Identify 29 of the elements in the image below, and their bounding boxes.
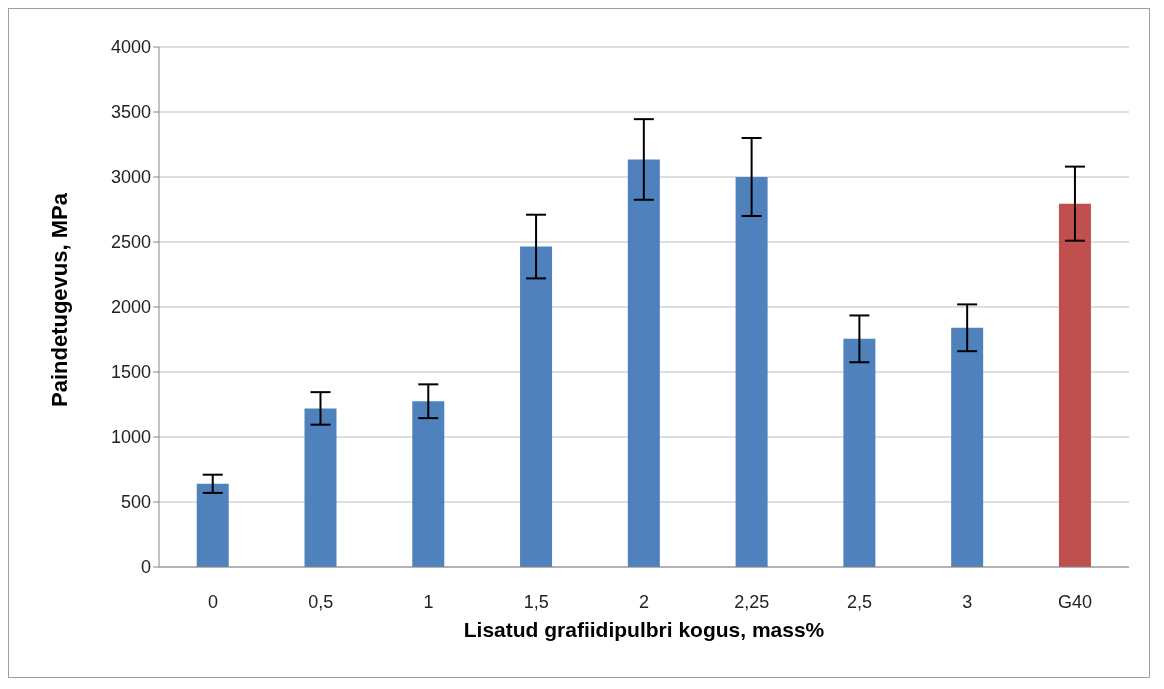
bar — [951, 327, 984, 567]
x-tick-label: 2 — [638, 591, 650, 612]
x-axis-title: Lisatud grafiidipulbri kogus, mass% — [463, 618, 825, 641]
y-tick-label: 4000 — [110, 37, 151, 58]
y-tick-label: 1000 — [110, 427, 151, 448]
x-tick-label: 2,25 — [734, 591, 770, 612]
bar — [627, 159, 660, 567]
x-tick-label: 3 — [962, 591, 973, 612]
bar — [1058, 203, 1091, 567]
y-tick-label: 3500 — [110, 102, 151, 123]
bar — [412, 401, 445, 567]
y-tick-label: 1500 — [110, 362, 151, 383]
x-tick-label: 2,5 — [847, 591, 873, 612]
y-tick-label: 500 — [120, 492, 151, 513]
x-tick-label: 1,5 — [523, 591, 549, 612]
bar — [843, 338, 876, 567]
x-tick-label: 0 — [207, 591, 218, 612]
y-axis-title: Paindetugevus, MPa — [46, 192, 72, 407]
bar — [735, 177, 768, 567]
y-tick-label: 2000 — [110, 297, 151, 318]
bar — [520, 246, 553, 567]
x-tick-label: G40 — [1058, 591, 1093, 612]
y-tick-label: 3000 — [110, 167, 151, 188]
y-tick-label: 0 — [140, 557, 151, 578]
x-tick-label: 1 — [423, 591, 434, 612]
bar — [196, 483, 229, 567]
bar — [304, 408, 337, 567]
x-tick-label: 0,5 — [308, 591, 334, 612]
y-tick-label: 2500 — [110, 232, 151, 253]
